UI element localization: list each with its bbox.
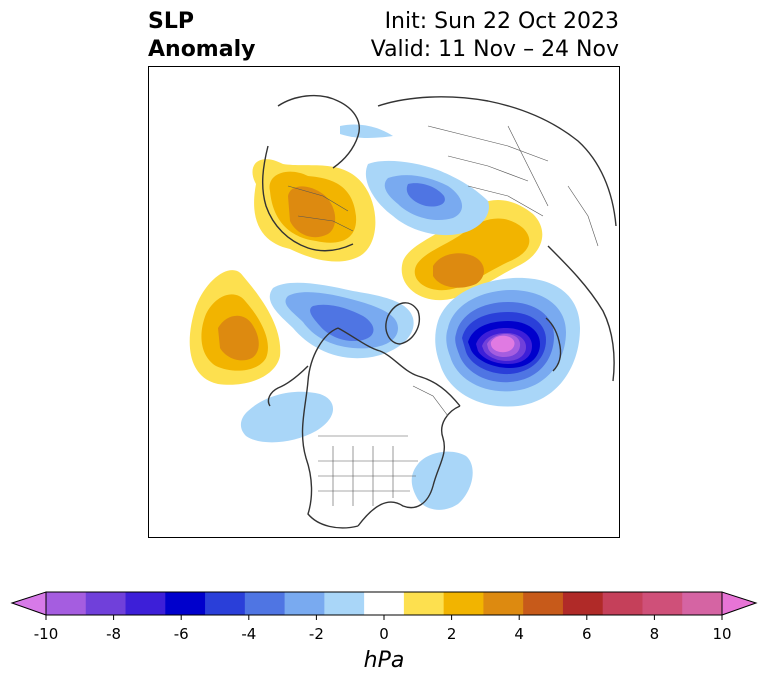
date-info: Init: Sun 22 Oct 2023 Valid: 11 Nov – 24… bbox=[371, 8, 619, 64]
positive-anomaly-europe bbox=[252, 159, 376, 262]
map-title: SLP Anomaly bbox=[148, 8, 255, 64]
borders bbox=[287, 125, 599, 506]
positive-anomaly-siberia bbox=[401, 199, 543, 301]
positive-anomaly-pacific bbox=[189, 270, 281, 385]
colorbar-cell bbox=[165, 592, 206, 615]
valid-dates: Valid: 11 Nov – 24 Nov bbox=[370, 37, 619, 62]
colorbar-tick-label: 0 bbox=[379, 625, 389, 643]
colorbar-tick-label: 2 bbox=[447, 625, 457, 643]
colorbar: -10 -8 -6 -4 -2 0 2 4 6 8 10 hPa bbox=[10, 591, 758, 673]
map-frame bbox=[148, 66, 620, 538]
colorbar-tick-label: 4 bbox=[514, 625, 524, 643]
colorbar-tick-label: -6 bbox=[174, 625, 189, 643]
colorbar-cell bbox=[523, 592, 564, 615]
colorbar-unit-label: hPa bbox=[364, 648, 405, 673]
colorbar-cell bbox=[682, 592, 723, 615]
colorbar-cell bbox=[364, 592, 405, 615]
colorbar-cell bbox=[483, 592, 524, 615]
colorbar-ticks: -10 -8 -6 -4 -2 0 2 4 6 8 10 bbox=[34, 615, 732, 643]
anomaly-map bbox=[148, 66, 620, 538]
init-date: Init: Sun 22 Oct 2023 bbox=[384, 9, 619, 34]
colorbar-cell bbox=[324, 592, 365, 615]
colorbar-max-extend bbox=[721, 591, 758, 616]
negative-anomaly-canada bbox=[269, 282, 414, 359]
negative-anomaly-pacific-south bbox=[240, 391, 334, 443]
colorbar-tick-label: -4 bbox=[241, 625, 256, 643]
colorbar-cell bbox=[46, 592, 87, 615]
colorbar-cell bbox=[403, 592, 445, 615]
colorbar-cell bbox=[125, 592, 166, 615]
colorbar-min-extend bbox=[10, 591, 47, 616]
colorbar-tick-label: 6 bbox=[582, 625, 592, 643]
negative-anomaly-asia-low bbox=[435, 277, 580, 407]
colorbar-tick-label: -10 bbox=[34, 625, 59, 643]
title-line-2: Anomaly bbox=[148, 37, 256, 62]
colorbar-cell bbox=[244, 592, 286, 615]
colorbar-cell bbox=[602, 592, 643, 615]
title-line-1: SLP bbox=[148, 9, 194, 34]
coastlines bbox=[261, 94, 617, 529]
colorbar-cell bbox=[284, 592, 325, 615]
negative-anomaly-arctic bbox=[340, 124, 489, 236]
colorbar-cell bbox=[85, 592, 127, 615]
colorbar-cell bbox=[642, 592, 683, 615]
colorbar-cell bbox=[562, 592, 604, 615]
colorbar-tick-label: -2 bbox=[309, 625, 324, 643]
colorbar-cell bbox=[443, 592, 484, 615]
negative-anomaly-atlantic bbox=[411, 451, 473, 510]
colorbar-cell bbox=[205, 592, 246, 615]
colorbar-tick-label: -8 bbox=[106, 625, 121, 643]
colorbar-cells bbox=[46, 592, 723, 615]
colorbar-tick-label: 8 bbox=[650, 625, 660, 643]
colorbar-tick-label: 10 bbox=[712, 625, 731, 643]
